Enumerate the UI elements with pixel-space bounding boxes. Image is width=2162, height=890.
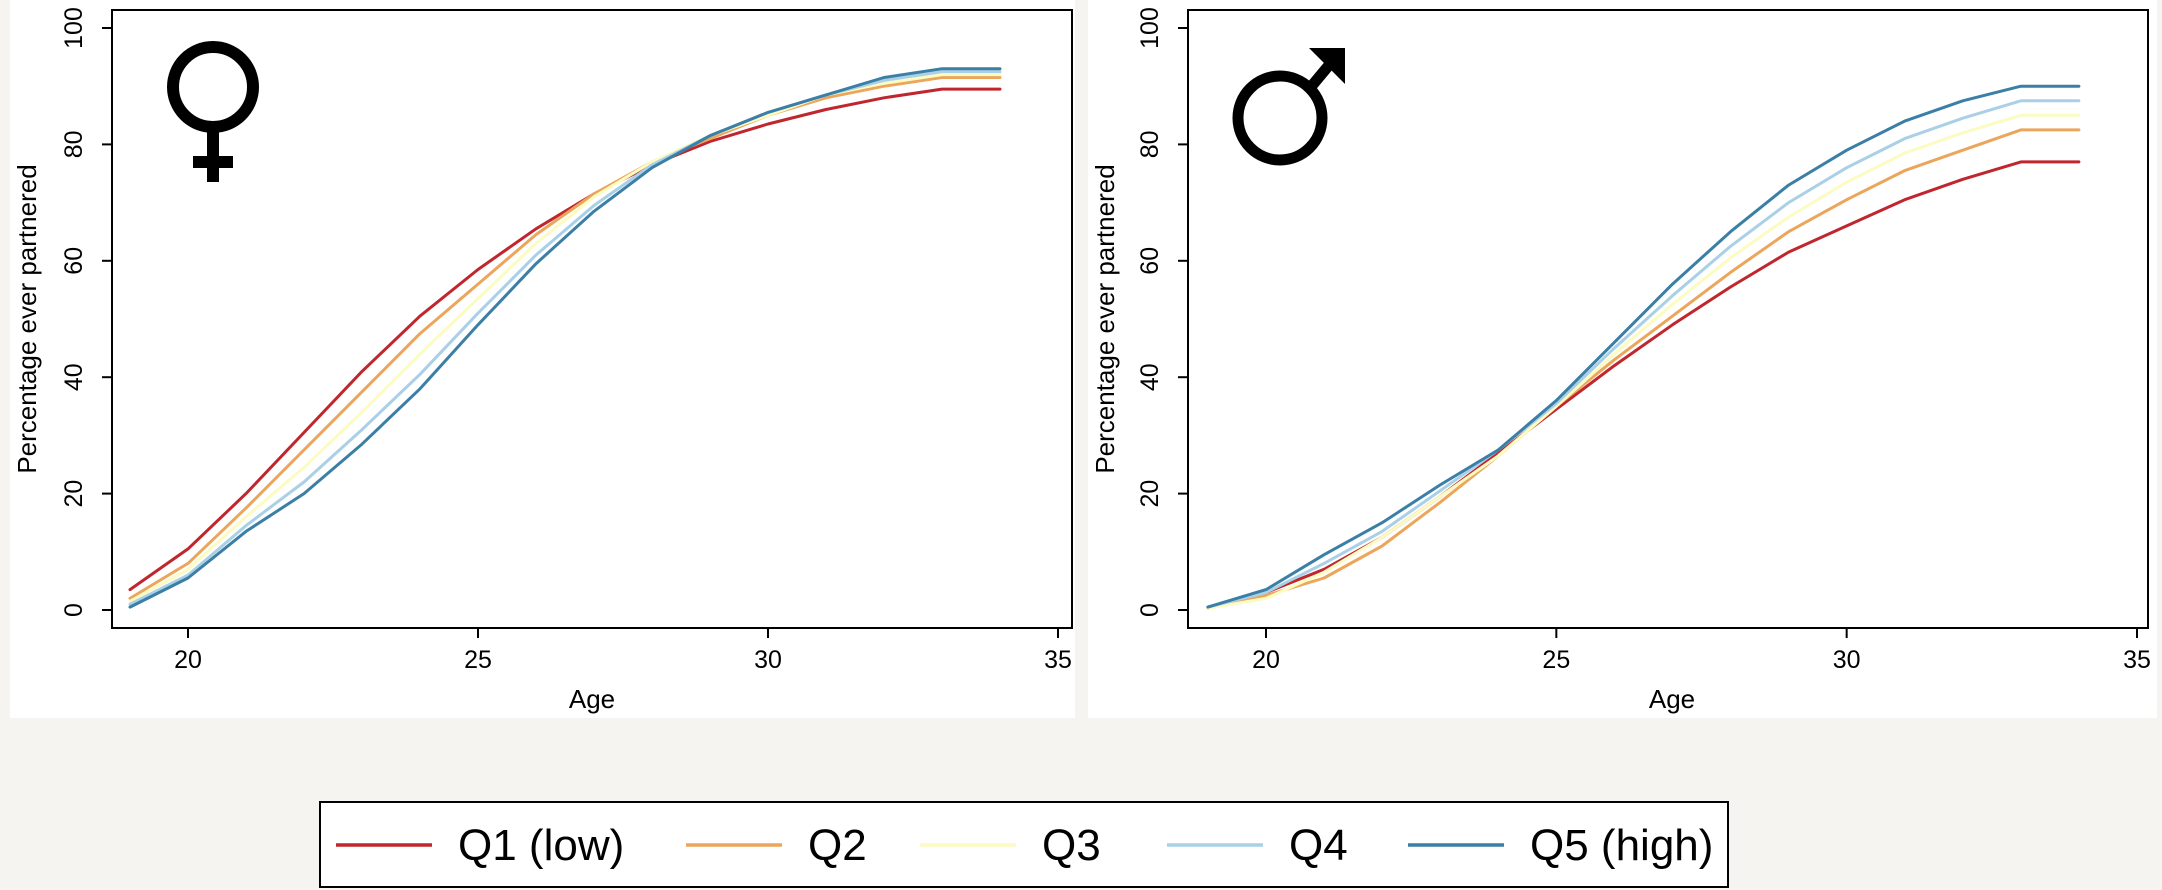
y-axis: 0 20 40 60 80 100 xyxy=(1136,7,1188,617)
y-tick-label: 100 xyxy=(1136,7,1164,49)
x-tick-label: 35 xyxy=(2123,646,2151,674)
y-tick-label: 20 xyxy=(1136,480,1164,508)
series-group xyxy=(1206,84,2081,610)
male-symbol-icon xyxy=(1232,48,1345,166)
y-tick-label: 80 xyxy=(60,130,88,158)
legend-label-q2: Q2 xyxy=(808,821,867,870)
series-line-q5-high xyxy=(1206,84,2081,609)
y-tick-label: 60 xyxy=(1136,247,1164,275)
chart-panel-female: 0 20 40 60 80 100 20 25 30 35 Age Percentage eve… xyxy=(10,0,1075,718)
x-axis-title: Age xyxy=(1649,684,1695,714)
x-axis: 20 25 30 35 xyxy=(174,628,1072,674)
legend-label-q3: Q3 xyxy=(1042,821,1101,870)
legend-label-q1-low: Q1 (low) xyxy=(458,821,624,870)
female-symbol-icon xyxy=(167,41,259,182)
y-tick-label: 0 xyxy=(60,603,88,617)
x-tick-label: 20 xyxy=(174,646,202,674)
y-axis: 0 20 40 60 80 100 xyxy=(60,7,112,617)
x-tick-label: 25 xyxy=(464,646,492,674)
y-tick-label: 20 xyxy=(60,480,88,508)
x-tick-label: 30 xyxy=(1833,646,1861,674)
series-line-q5-high xyxy=(128,67,1002,609)
y-tick-label: 0 xyxy=(1136,603,1164,617)
series-group xyxy=(128,67,1002,609)
plot-area xyxy=(111,9,1073,629)
y-axis-title: Percentage ever partnered xyxy=(1090,164,1120,473)
x-tick-label: 20 xyxy=(1252,646,1280,674)
y-tick-label: 80 xyxy=(1136,130,1164,158)
x-tick-label: 30 xyxy=(754,646,782,674)
series-line-q4 xyxy=(1206,99,2081,609)
y-tick-label: 100 xyxy=(60,7,88,49)
series-line-q3 xyxy=(1206,113,2081,610)
chart-panel-male: 0 20 40 60 80 100 20 25 30 35 Age Percentage eve… xyxy=(1088,0,2157,718)
series-line-q2 xyxy=(128,76,1002,600)
y-tick-label: 40 xyxy=(60,363,88,391)
x-axis-title: Age xyxy=(569,684,615,714)
x-tick-label: 35 xyxy=(1044,646,1072,674)
y-tick-label: 60 xyxy=(60,247,88,275)
y-axis-title: Percentage ever partnered xyxy=(12,164,42,473)
legend: Q1 (low) Q2 Q3 Q4 Q5 (high) xyxy=(319,801,1729,888)
legend-label-q4: Q4 xyxy=(1289,821,1348,870)
legend-label-q5-high: Q5 (high) xyxy=(1530,821,1713,870)
series-line-q1-low xyxy=(128,87,1002,592)
x-axis: 20 25 30 35 xyxy=(1252,628,2151,674)
series-line-q2 xyxy=(1206,128,2081,610)
x-tick-label: 25 xyxy=(1542,646,1570,674)
y-tick-label: 40 xyxy=(1136,363,1164,391)
arrow-head xyxy=(1309,48,1345,84)
